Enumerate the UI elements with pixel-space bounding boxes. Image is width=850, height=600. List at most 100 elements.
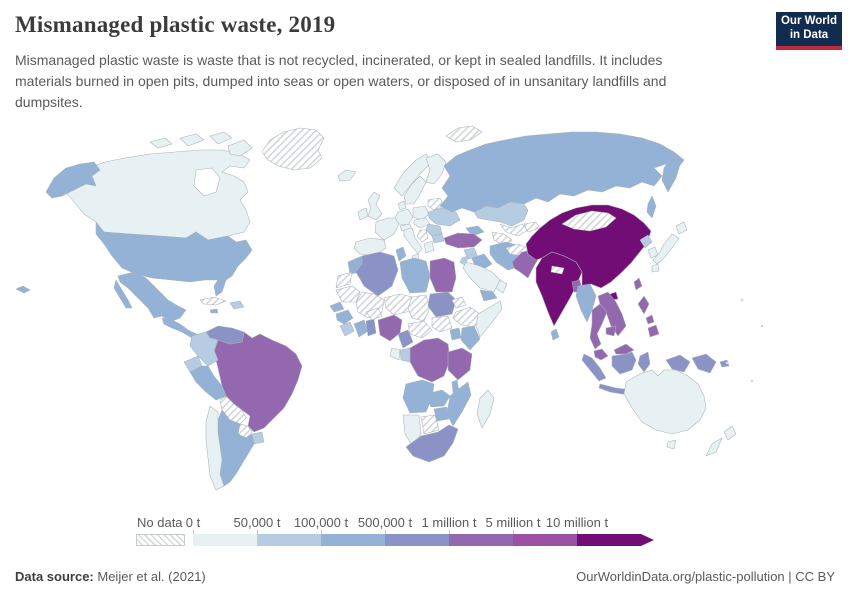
country-philippines[interactable] [647, 324, 660, 338]
country-france[interactable] [374, 217, 400, 241]
legend-bin-2[interactable] [321, 534, 385, 546]
country-niger[interactable] [383, 293, 413, 316]
legend-bin-6[interactable] [577, 534, 641, 546]
country-somalia[interactable] [475, 300, 503, 338]
country-malaysia[interactable] [593, 348, 609, 361]
country-malaysia[interactable] [613, 343, 635, 355]
country-sierra-leone[interactable] [339, 321, 355, 337]
country-yemen[interactable] [479, 289, 498, 302]
country-tasmania[interactable] [666, 439, 677, 450]
country-arctic-islands[interactable] [209, 131, 233, 145]
country-indonesia[interactable] [611, 351, 637, 375]
country-greece[interactable] [423, 240, 435, 254]
country-usa[interactable] [95, 221, 253, 297]
country-libya[interactable] [399, 257, 431, 294]
country-new-zealand[interactable] [723, 425, 737, 441]
country-alaska[interactable] [45, 161, 101, 199]
country-central-african-republic[interactable] [407, 320, 433, 339]
country-zimbabwe[interactable] [433, 406, 450, 422]
country-madagascar[interactable] [476, 389, 495, 429]
owid-logo[interactable]: Our World in Data [776, 12, 842, 50]
country-philippines[interactable] [645, 314, 655, 325]
country-balkans[interactable] [416, 229, 429, 243]
country-russia[interactable] [646, 195, 657, 219]
country-new-zealand[interactable] [705, 437, 723, 457]
legend-no-data-swatch[interactable] [136, 534, 185, 546]
country-central-europe[interactable] [413, 217, 431, 229]
country-peru[interactable] [189, 365, 227, 401]
country-kenya[interactable] [460, 325, 481, 351]
country-taiwan[interactable] [633, 277, 643, 291]
legend-bin-4[interactable] [449, 534, 513, 546]
country-cambodia[interactable] [605, 325, 617, 337]
country-western-sahara[interactable] [335, 271, 353, 289]
country-greenland[interactable] [261, 127, 325, 171]
country-chad[interactable] [407, 294, 431, 322]
country-ghana[interactable] [365, 318, 377, 337]
country-nigeria[interactable] [377, 314, 403, 342]
country-myanmar[interactable] [575, 283, 597, 323]
country-eritrea[interactable] [451, 296, 467, 309]
country-congo[interactable] [399, 347, 411, 363]
country-ireland[interactable] [357, 207, 369, 221]
country-mauritania[interactable] [335, 285, 361, 303]
country-drc[interactable] [409, 337, 451, 383]
country-arctic-islands[interactable] [179, 133, 205, 147]
country-belarus[interactable] [427, 197, 445, 211]
country-australia[interactable] [623, 369, 707, 435]
country-indonesia[interactable] [581, 353, 607, 382]
country-burkina-faso[interactable] [365, 307, 383, 321]
country-italy[interactable] [403, 227, 423, 255]
country-philippines[interactable] [637, 295, 650, 315]
country-jamaica[interactable] [209, 308, 219, 314]
country-bulgaria[interactable] [431, 233, 445, 244]
country-ukraine[interactable] [427, 207, 461, 227]
country-japan[interactable] [652, 233, 680, 265]
country-north-korea[interactable] [639, 234, 653, 249]
country-caucasus[interactable] [465, 225, 485, 237]
country-south-sudan[interactable] [431, 315, 453, 333]
country-arctic-islands[interactable] [227, 139, 253, 157]
country-tanzania[interactable] [447, 347, 473, 381]
country-kazakhstan[interactable] [473, 201, 529, 227]
country-indonesia[interactable] [637, 351, 651, 373]
country-mexico[interactable] [117, 271, 187, 323]
country-japan[interactable] [675, 221, 688, 235]
country-algeria[interactable] [355, 251, 399, 297]
country-svalbard[interactable] [445, 125, 483, 143]
country-south-africa[interactable] [405, 424, 459, 463]
country-india[interactable] [535, 251, 583, 327]
country-russia[interactable] [661, 155, 681, 193]
country-poland[interactable] [412, 205, 430, 221]
country-hispaniola[interactable] [229, 300, 245, 310]
country-tunisia[interactable] [395, 246, 407, 262]
country-arctic-islands[interactable] [149, 137, 173, 149]
legend-bin-0[interactable] [193, 534, 257, 546]
country-uk[interactable] [367, 191, 383, 221]
country-zambia[interactable] [425, 389, 451, 408]
country-guinea[interactable] [335, 309, 354, 325]
country-russia[interactable] [439, 131, 685, 213]
country-cuba[interactable] [199, 296, 227, 306]
country-papua-new-guinea[interactable] [691, 353, 717, 374]
country-mexico[interactable] [113, 279, 133, 309]
country-sri-lanka[interactable] [550, 328, 560, 341]
country-japan[interactable] [651, 263, 660, 273]
legend-bin-3[interactable] [385, 534, 449, 546]
country-sweden[interactable] [403, 175, 427, 205]
country-mozambique[interactable] [446, 381, 472, 427]
country-botswana[interactable] [420, 414, 440, 435]
country-indonesia[interactable] [665, 354, 691, 373]
country-turkey[interactable] [443, 232, 483, 249]
country-oman[interactable] [495, 279, 508, 294]
country-thailand[interactable] [589, 303, 608, 350]
legend-bin-5[interactable] [513, 534, 577, 546]
country-uganda[interactable] [449, 327, 462, 341]
owid-credit-link[interactable]: OurWorldinData.org/plastic-pollution | C… [576, 569, 835, 584]
country-sudan[interactable] [427, 291, 457, 318]
country-ivory-coast[interactable] [353, 319, 369, 338]
country-gabon[interactable] [389, 347, 401, 361]
country-mongolia[interactable] [561, 210, 617, 232]
country-saudi-arabia[interactable] [462, 261, 501, 293]
